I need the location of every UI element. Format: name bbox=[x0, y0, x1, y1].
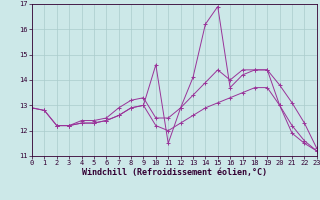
X-axis label: Windchill (Refroidissement éolien,°C): Windchill (Refroidissement éolien,°C) bbox=[82, 168, 267, 177]
